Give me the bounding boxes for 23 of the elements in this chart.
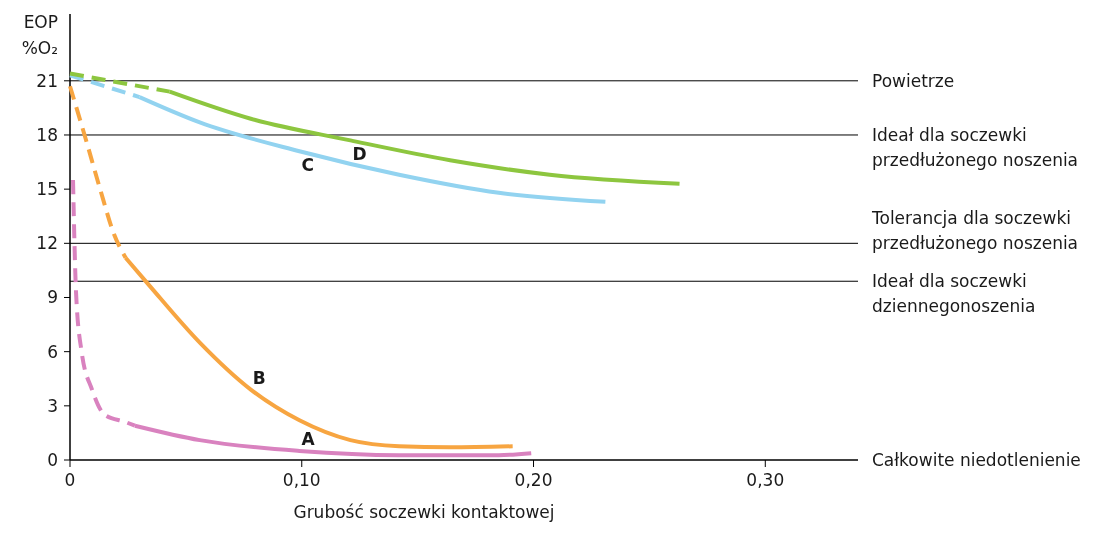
ref-line-label: Powietrze xyxy=(872,70,955,91)
ref-line-label: Ideał dla soczewki przedłużonego noszenia xyxy=(872,124,1079,170)
series-label: B xyxy=(252,367,266,388)
x-tick-label: 0,10 xyxy=(282,470,321,490)
x-tick-label: 0,20 xyxy=(514,470,553,490)
y-tick-label: 12 xyxy=(36,233,58,254)
series-label: A xyxy=(301,428,316,449)
x-tick-label: 0 xyxy=(64,470,76,490)
series-label: D xyxy=(352,144,367,165)
y-tick-label: 3 xyxy=(47,395,58,416)
ref-line-label: Tolerancja dla soczewki przedłużonego noszenia xyxy=(871,208,1079,254)
y-tick-label: 21 xyxy=(36,70,58,91)
x-axis-title: Grubość soczewki kontaktowej xyxy=(293,502,555,522)
text: Całkowite niedotlenienie xyxy=(872,450,1081,470)
y-tick-label: 15 xyxy=(36,179,58,200)
x-tick-label: 0,30 xyxy=(746,470,785,490)
y-tick-label: 6 xyxy=(47,341,58,362)
series-label: C xyxy=(301,155,314,176)
y-tick-label: 9 xyxy=(47,287,58,308)
y-axis-title: EOP %O₂ xyxy=(21,12,58,58)
y-tick-label: 0 xyxy=(47,449,58,470)
y-tick-label: 18 xyxy=(36,124,58,145)
ref-line-label: Ideał dla soczewki dziennegonoszenia xyxy=(872,271,1036,317)
